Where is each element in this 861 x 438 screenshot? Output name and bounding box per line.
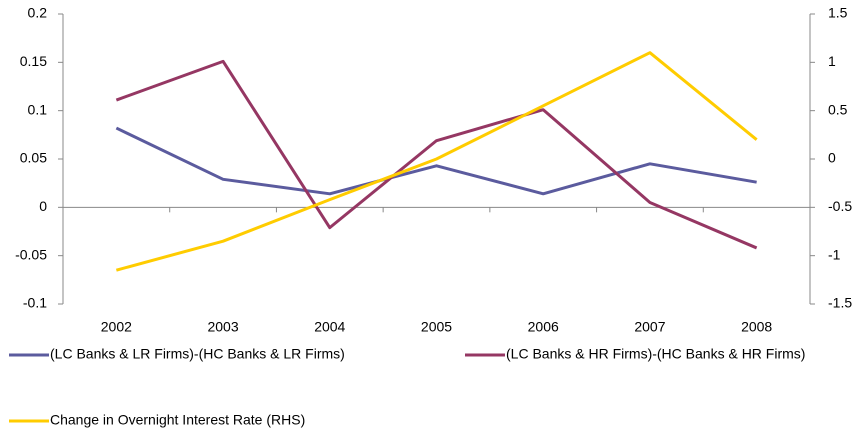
x-tick-label: 2007 — [634, 319, 665, 335]
y-tick-label: -0.1 — [23, 295, 47, 311]
y2-tick-label: -1.5 — [828, 295, 852, 311]
x-tick-label: 2006 — [528, 319, 559, 335]
y-tick-label: -0.05 — [15, 246, 47, 262]
x-tick-label: 2008 — [741, 319, 772, 335]
y2-tick-label: 1 — [828, 53, 836, 69]
y2-tick-label: 1.5 — [828, 5, 848, 21]
series-line — [115, 126, 757, 196]
y2-tick-label: 0.5 — [828, 101, 848, 117]
y-tick-label: 0.1 — [28, 101, 48, 117]
legend-label: Change in Overnight Interest Rate (RHS) — [50, 412, 305, 428]
y-tick-label: 0.05 — [20, 150, 47, 166]
y2-tick-label: -1 — [828, 246, 841, 262]
legend-label: (LC Banks & HR Firms)-(HC Banks & HR Fir… — [506, 346, 805, 362]
x-tick-label: 2004 — [314, 319, 345, 335]
y2-tick-label: -0.5 — [828, 198, 852, 214]
x-tick-label: 2005 — [421, 319, 452, 335]
y-tick-label: 0.15 — [20, 53, 47, 69]
legend-label: (LC Banks & LR Firms)-(HC Banks & LR Fir… — [50, 346, 345, 362]
series-line — [115, 59, 758, 250]
y2-tick-label: 0 — [828, 150, 836, 166]
series-line — [115, 51, 758, 272]
x-tick-label: 2002 — [101, 319, 132, 335]
y-tick-label: 0 — [39, 198, 47, 214]
y-tick-label: 0.2 — [28, 5, 48, 21]
x-tick-label: 2003 — [207, 319, 238, 335]
